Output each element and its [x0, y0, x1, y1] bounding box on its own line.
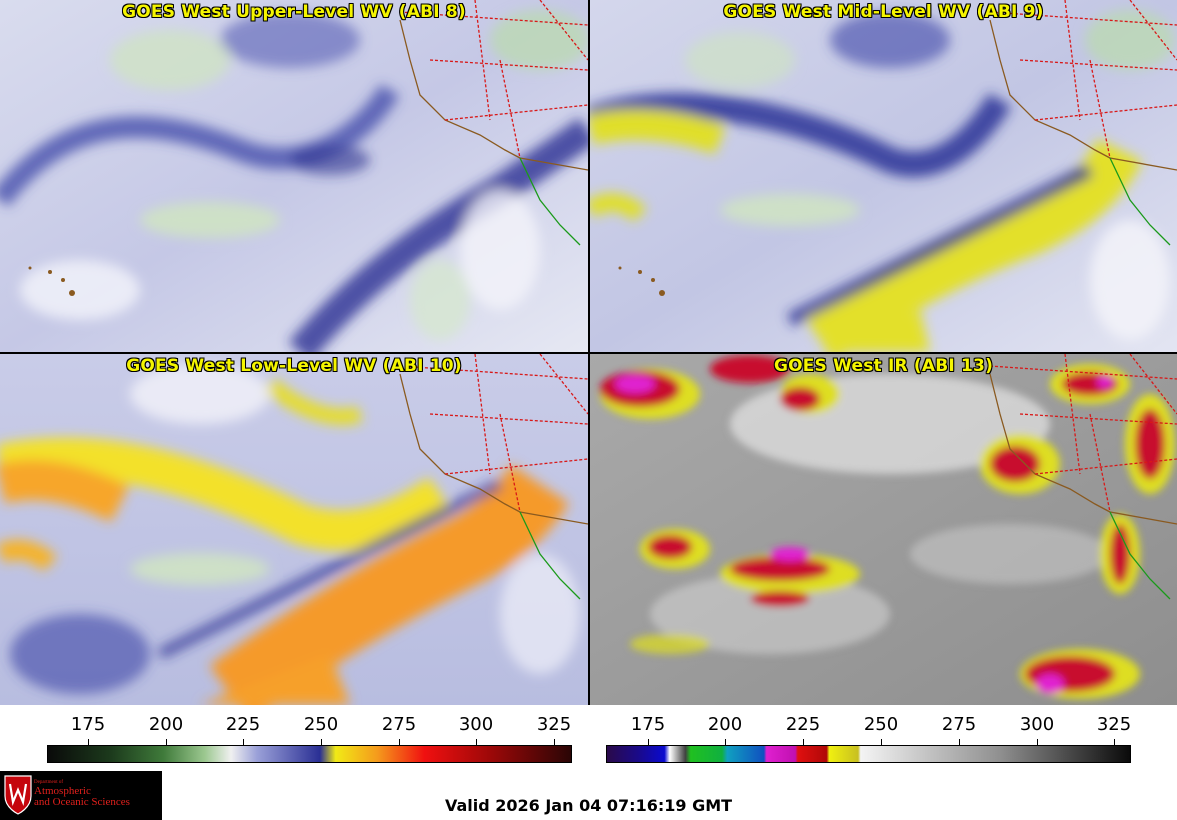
colorbar-tick-label: 275 — [941, 714, 977, 735]
colorbar-tick-label: 250 — [863, 714, 899, 735]
colorbar-tick-label: 175 — [70, 714, 106, 735]
colorbar-tick — [725, 739, 726, 745]
low-level-wv-image — [0, 354, 588, 705]
logo-text: Department of Atmospheric and Oceanic Sc… — [34, 780, 130, 808]
colorbar-tick — [1037, 739, 1038, 745]
colorbar-tick-label: 325 — [1096, 714, 1132, 735]
colorbar-tick — [476, 739, 477, 745]
panel-title: GOES West IR (ABI 13) — [773, 356, 994, 376]
colorbar-tick-label: 200 — [707, 714, 743, 735]
colorbar-tick — [554, 739, 555, 745]
aos-logo: Department of Atmospheric and Oceanic Sc… — [0, 771, 162, 820]
colorbar-tick — [399, 739, 400, 745]
upper-level-wv-image — [0, 0, 588, 352]
upper-level-wv-panel: GOES West Upper-Level WV (ABI 8) — [0, 0, 588, 352]
wv-colorbar-gradient — [47, 745, 572, 763]
colorbar-tick — [1114, 739, 1115, 745]
mid-level-wv-image — [590, 0, 1177, 352]
ir-image — [590, 354, 1177, 705]
colorbar-tick-label: 300 — [458, 714, 494, 735]
panel-title: GOES West Low-Level WV (ABI 10) — [126, 356, 462, 376]
logo-line1: Atmospheric — [34, 785, 91, 797]
uw-crest-icon — [4, 775, 32, 815]
colorbar-tick — [243, 739, 244, 745]
mid-level-wv-panel: GOES West Mid-Level WV (ABI 9) — [590, 0, 1177, 352]
colorbar-tick-label: 325 — [536, 714, 572, 735]
colorbar-tick — [166, 739, 167, 745]
colorbar-tick-label: 300 — [1019, 714, 1055, 735]
colorbar-tick — [803, 739, 804, 745]
colorbar-tick — [959, 739, 960, 745]
ir-colorbar-gradient — [606, 745, 1131, 763]
ir-panel: GOES West IR (ABI 13) — [590, 354, 1177, 705]
colorbar-tick — [648, 739, 649, 745]
colorbar-tick-label: 250 — [303, 714, 339, 735]
colorbar-tick-label: 175 — [630, 714, 666, 735]
logo-department: Department of — [34, 780, 64, 785]
colorbar-tick-label: 225 — [785, 714, 821, 735]
colorbar-tick — [321, 739, 322, 745]
panel-title: GOES West Upper-Level WV (ABI 8) — [122, 2, 466, 22]
colorbar-tick-label: 275 — [381, 714, 417, 735]
colorbar-tick — [88, 739, 89, 745]
logo-line2: and Oceanic Sciences — [34, 796, 130, 808]
panel-title: GOES West Mid-Level WV (ABI 9) — [723, 2, 1044, 22]
colorbar-tick-label: 200 — [148, 714, 184, 735]
colorbar-tick — [881, 739, 882, 745]
low-level-wv-panel: GOES West Low-Level WV (ABI 10) — [0, 354, 588, 705]
valid-time: Valid 2026 Jan 04 07:16:19 GMT — [444, 796, 733, 815]
horizontal-divider — [0, 352, 1177, 354]
colorbar-tick-label: 225 — [225, 714, 261, 735]
